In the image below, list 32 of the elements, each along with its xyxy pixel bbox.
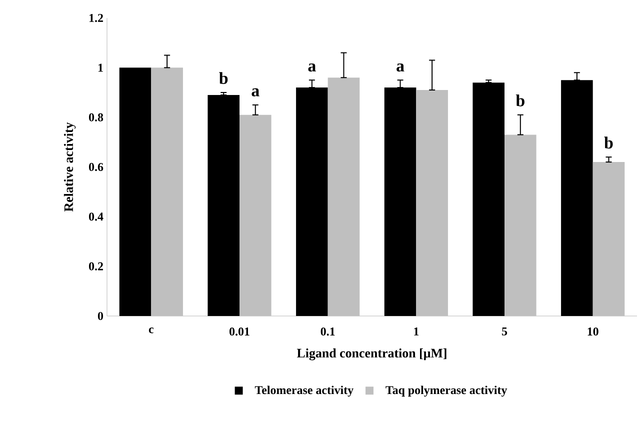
y-tick-label: 0.2: [88, 262, 103, 270]
bar: [592, 162, 625, 316]
x-tick-label: 0.1: [320, 327, 335, 336]
x-tick-label: 5: [502, 327, 508, 336]
data-label: b: [219, 72, 228, 84]
x-tick-label: 1: [414, 327, 419, 336]
data-label: b: [604, 136, 613, 149]
x-tick-label: 10: [588, 327, 598, 336]
bar: [208, 94, 240, 316]
bar: [504, 134, 536, 316]
bar: [472, 82, 505, 316]
bar: [416, 90, 448, 316]
bar: [328, 78, 360, 316]
x-tick-label: c: [148, 328, 154, 334]
bar: [151, 68, 183, 316]
data-label: a: [396, 63, 404, 72]
data-label: a: [308, 63, 316, 72]
bar: [119, 68, 152, 316]
y-tick-label: 0.6: [88, 162, 104, 172]
y-tick-label: 0.4: [88, 212, 104, 221]
y-tick-label: 1: [98, 64, 103, 72]
data-label: a: [252, 88, 260, 96]
x-axis-title: Ligand concentration [μM]: [296, 348, 446, 360]
y-tick-label: 0.8: [88, 113, 104, 122]
y-tick-label: 1.2: [89, 14, 103, 22]
bar: [240, 114, 272, 316]
legend-label: Taq polymerase activity: [386, 386, 508, 397]
x-tick-label: 0.01: [229, 327, 250, 336]
legend-label: Telomerase activity: [254, 386, 354, 397]
y-tick-label: 0: [98, 312, 104, 320]
data-label: b: [516, 94, 524, 106]
y-axis-title: Relative activity: [64, 122, 76, 212]
